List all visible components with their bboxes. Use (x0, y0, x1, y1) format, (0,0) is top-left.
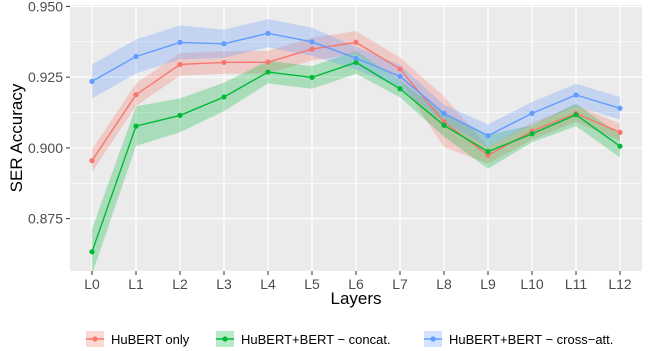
data-point-series-2 (529, 131, 535, 137)
x-tick-label: L3 (216, 276, 232, 292)
confidence-band-series-2 (92, 51, 620, 275)
data-point-series-2 (573, 112, 579, 118)
data-point-series-3 (441, 110, 447, 116)
x-axis-title: Layers (330, 289, 381, 308)
data-point-series-3 (485, 133, 491, 139)
data-point-series-1 (221, 59, 227, 66)
data-point-series-3 (133, 53, 139, 60)
data-point-series-2 (441, 122, 447, 128)
data-point-series-1 (353, 39, 359, 45)
legend: HuBERT only HuBERT+BERT − concat. HuBERT+B… (86, 331, 613, 347)
data-point-series-3 (529, 110, 535, 116)
data-point-series-2 (89, 249, 95, 255)
legend-label-3: HuBERT+BERT − cross−att. (449, 332, 613, 347)
x-tick-label: L5 (304, 276, 320, 292)
x-tick-label: L2 (172, 276, 188, 292)
y-tick-label: 0.900 (28, 140, 63, 156)
confidence-band-series-3 (92, 19, 620, 148)
x-tick-label: L6 (348, 276, 364, 292)
legend-key-point-2 (222, 336, 228, 342)
data-point-series-3 (89, 78, 95, 85)
data-point-series-1 (177, 61, 183, 68)
x-tick-label: L12 (608, 276, 632, 292)
x-tick-label: L4 (260, 276, 276, 292)
x-axis: L0 L1 L2 L3 L4 L5 L6 L7 L8 L9 L10 L11 L12 (84, 271, 632, 292)
data-point-series-1 (265, 59, 271, 65)
data-point-series-3 (221, 41, 227, 47)
legend-key-point-1 (92, 336, 98, 342)
data-point-series-2 (397, 86, 403, 92)
legend-label-1: HuBERT only (111, 332, 190, 347)
y-tick-label: 0.875 (28, 211, 63, 227)
x-tick-label: L7 (392, 276, 408, 292)
data-point-series-2 (133, 123, 139, 129)
data-point-series-1 (309, 46, 315, 52)
legend-label-2: HuBERT+BERT − concat. (241, 332, 391, 347)
confidence-band-series-1 (92, 31, 620, 172)
data-point-series-3 (177, 39, 183, 45)
data-point-series-1 (133, 92, 139, 98)
series-points (89, 30, 623, 255)
data-point-series-1 (617, 129, 623, 135)
data-point-series-3 (397, 73, 403, 79)
data-point-series-2 (309, 74, 315, 81)
y-tick-label: 0.950 (28, 0, 63, 14)
data-point-series-2 (265, 69, 271, 75)
data-point-series-3 (309, 39, 315, 45)
data-point-series-1 (397, 66, 403, 72)
data-point-series-3 (573, 92, 579, 98)
confidence-bands (92, 19, 620, 275)
data-point-series-2 (177, 112, 183, 118)
major-gridlines (70, 5, 642, 271)
data-point-series-3 (265, 30, 271, 36)
data-point-series-2 (617, 143, 623, 149)
x-tick-label: L11 (565, 276, 588, 292)
x-tick-label: L8 (436, 276, 452, 292)
x-tick-label: L0 (84, 276, 100, 292)
data-point-series-1 (485, 152, 491, 158)
data-point-series-3 (353, 55, 359, 61)
x-tick-label: L9 (480, 276, 496, 292)
data-point-series-3 (617, 105, 623, 111)
data-point-series-1 (89, 158, 95, 164)
data-point-series-2 (221, 94, 227, 100)
y-axis-title: SER Accuracy (7, 83, 26, 192)
x-tick-label: L1 (128, 276, 144, 292)
legend-key-point-3 (430, 336, 436, 342)
x-tick-label: L10 (520, 276, 544, 292)
y-axis: 0.875 0.900 0.925 0.950 (28, 0, 70, 227)
y-tick-label: 0.925 (28, 69, 63, 85)
data-point-series-2 (353, 59, 359, 66)
data-point-series-2 (485, 148, 491, 155)
